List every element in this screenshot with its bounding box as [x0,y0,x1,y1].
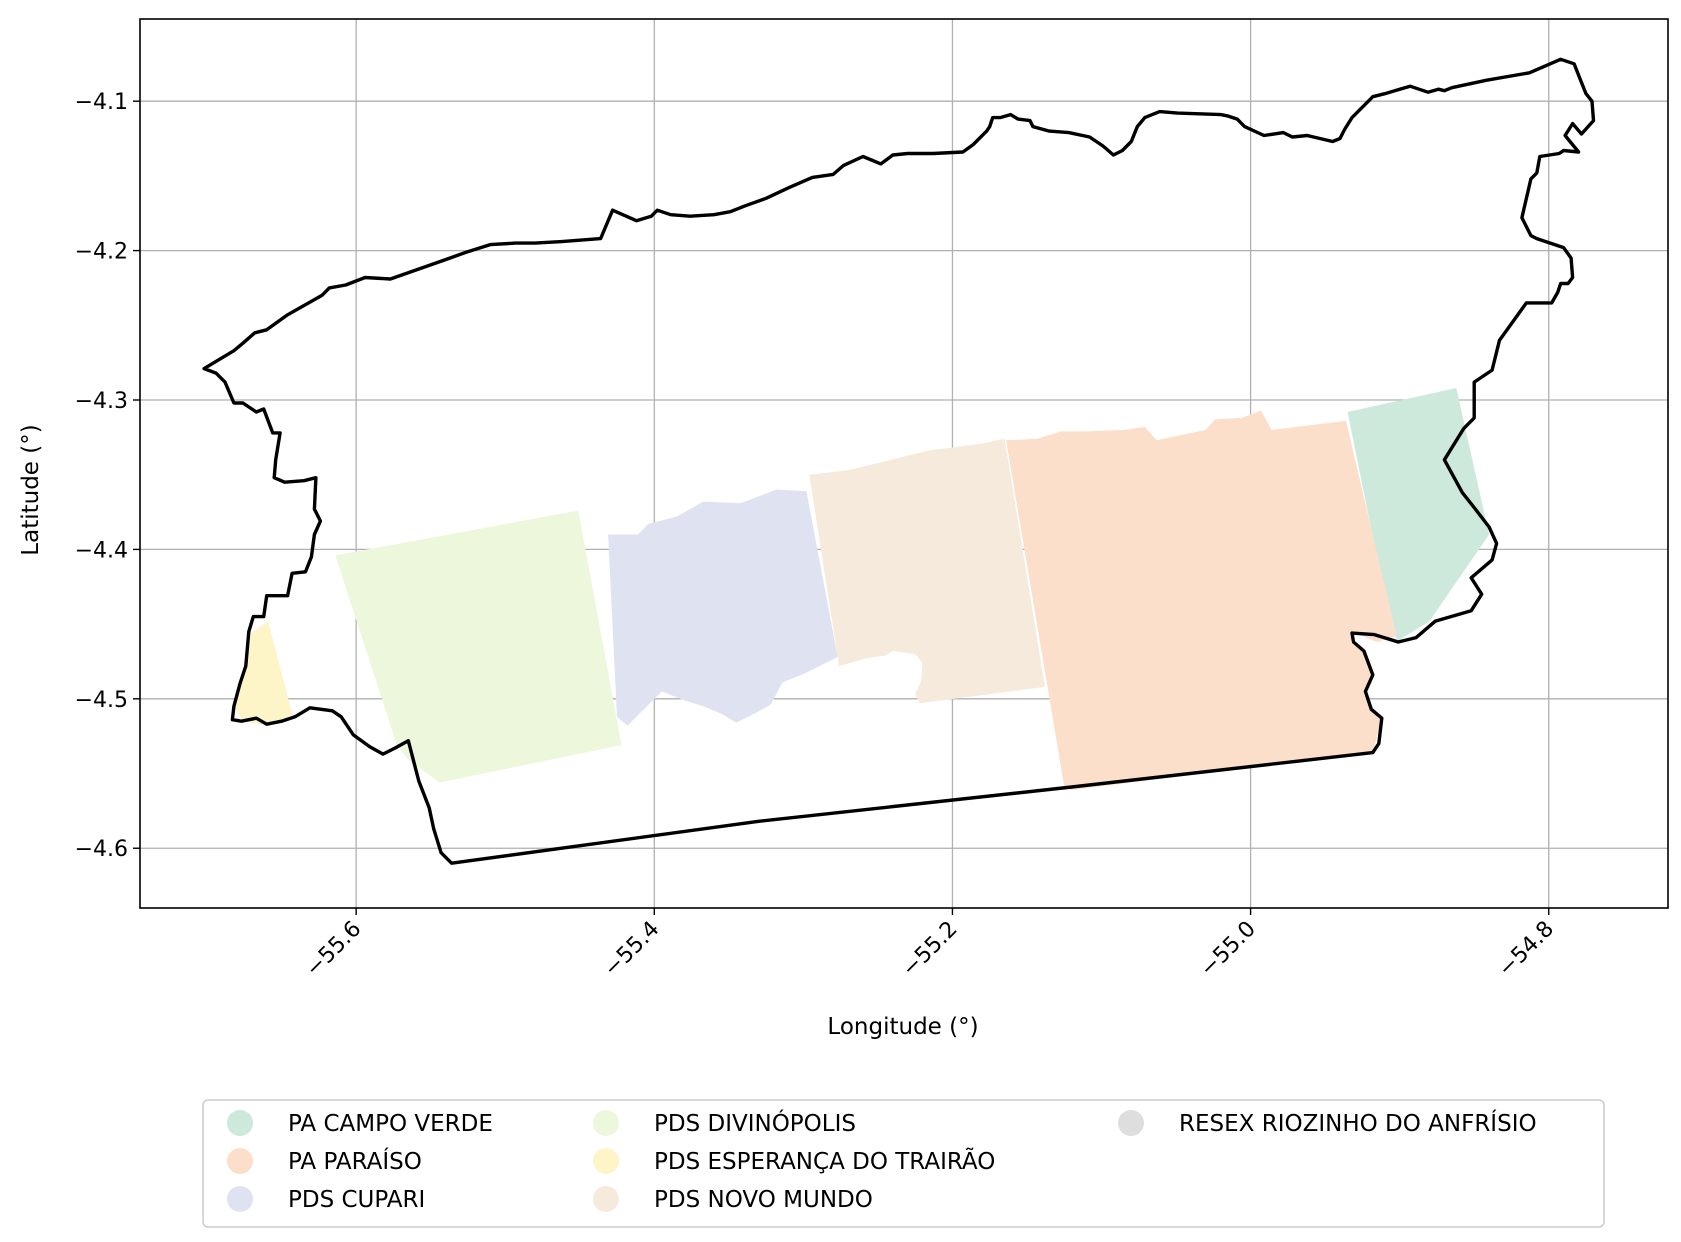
legend-swatch [227,1110,253,1136]
y-axis-ticks: −4.1 −4.2 −4.3 −4.4 −4.5 −4.6 [75,90,140,862]
area-pds-divin-polis [335,510,622,783]
legend-box [202,1099,1605,1228]
legend-label: RESEX RIOZINHO DO ANFRÍSIO [1179,1109,1537,1137]
legend-label: PA CAMPO VERDE [288,1111,493,1137]
municipality-boundary [202,57,1596,865]
legend-swatch [593,1148,619,1174]
legend-label: PDS DIVINÓPOLIS [654,1109,856,1137]
legend-items: PA CAMPO VERDE PA PARAÍSO PDS CUPARI PDS DI… [227,1109,1537,1213]
settlement-areas [233,388,1490,790]
legend-swatch [593,1110,619,1136]
area-pds-esperan-a-do-trair-o [233,621,293,725]
y-axis-label: Latitude (°) [18,424,44,555]
legend-swatch [593,1186,619,1212]
axes-frame [139,18,1669,909]
y-tick-label: −4.1 [75,90,128,115]
legend-swatch [227,1148,253,1174]
y-tick-label: −4.2 [75,240,128,265]
area-pds-cupari [608,489,838,726]
boundary-outline [202,57,1596,865]
legend-label: PDS CUPARI [288,1187,425,1213]
y-tick-label: −4.4 [75,538,128,563]
legend-label: PDS NOVO MUNDO [654,1187,873,1213]
legend-swatch [227,1186,253,1212]
legend: PA CAMPO VERDE PA PARAÍSO PDS CUPARI PDS DI… [202,1099,1605,1228]
legend-label: PDS ESPERANÇA DO TRAIRÃO [654,1147,995,1175]
area-pds-novo-mundo [809,438,1045,704]
y-tick-label: −4.3 [75,389,128,414]
y-tick-label: −4.5 [75,688,128,713]
legend-label: PA PARAÍSO [288,1147,422,1175]
area-pa-para-so [1006,410,1397,790]
legend-swatch [1118,1110,1144,1136]
y-tick-label: −4.6 [75,837,128,862]
x-axis-label: Longitude (°) [827,1014,978,1040]
area-pa-campo-verde [1347,388,1490,641]
